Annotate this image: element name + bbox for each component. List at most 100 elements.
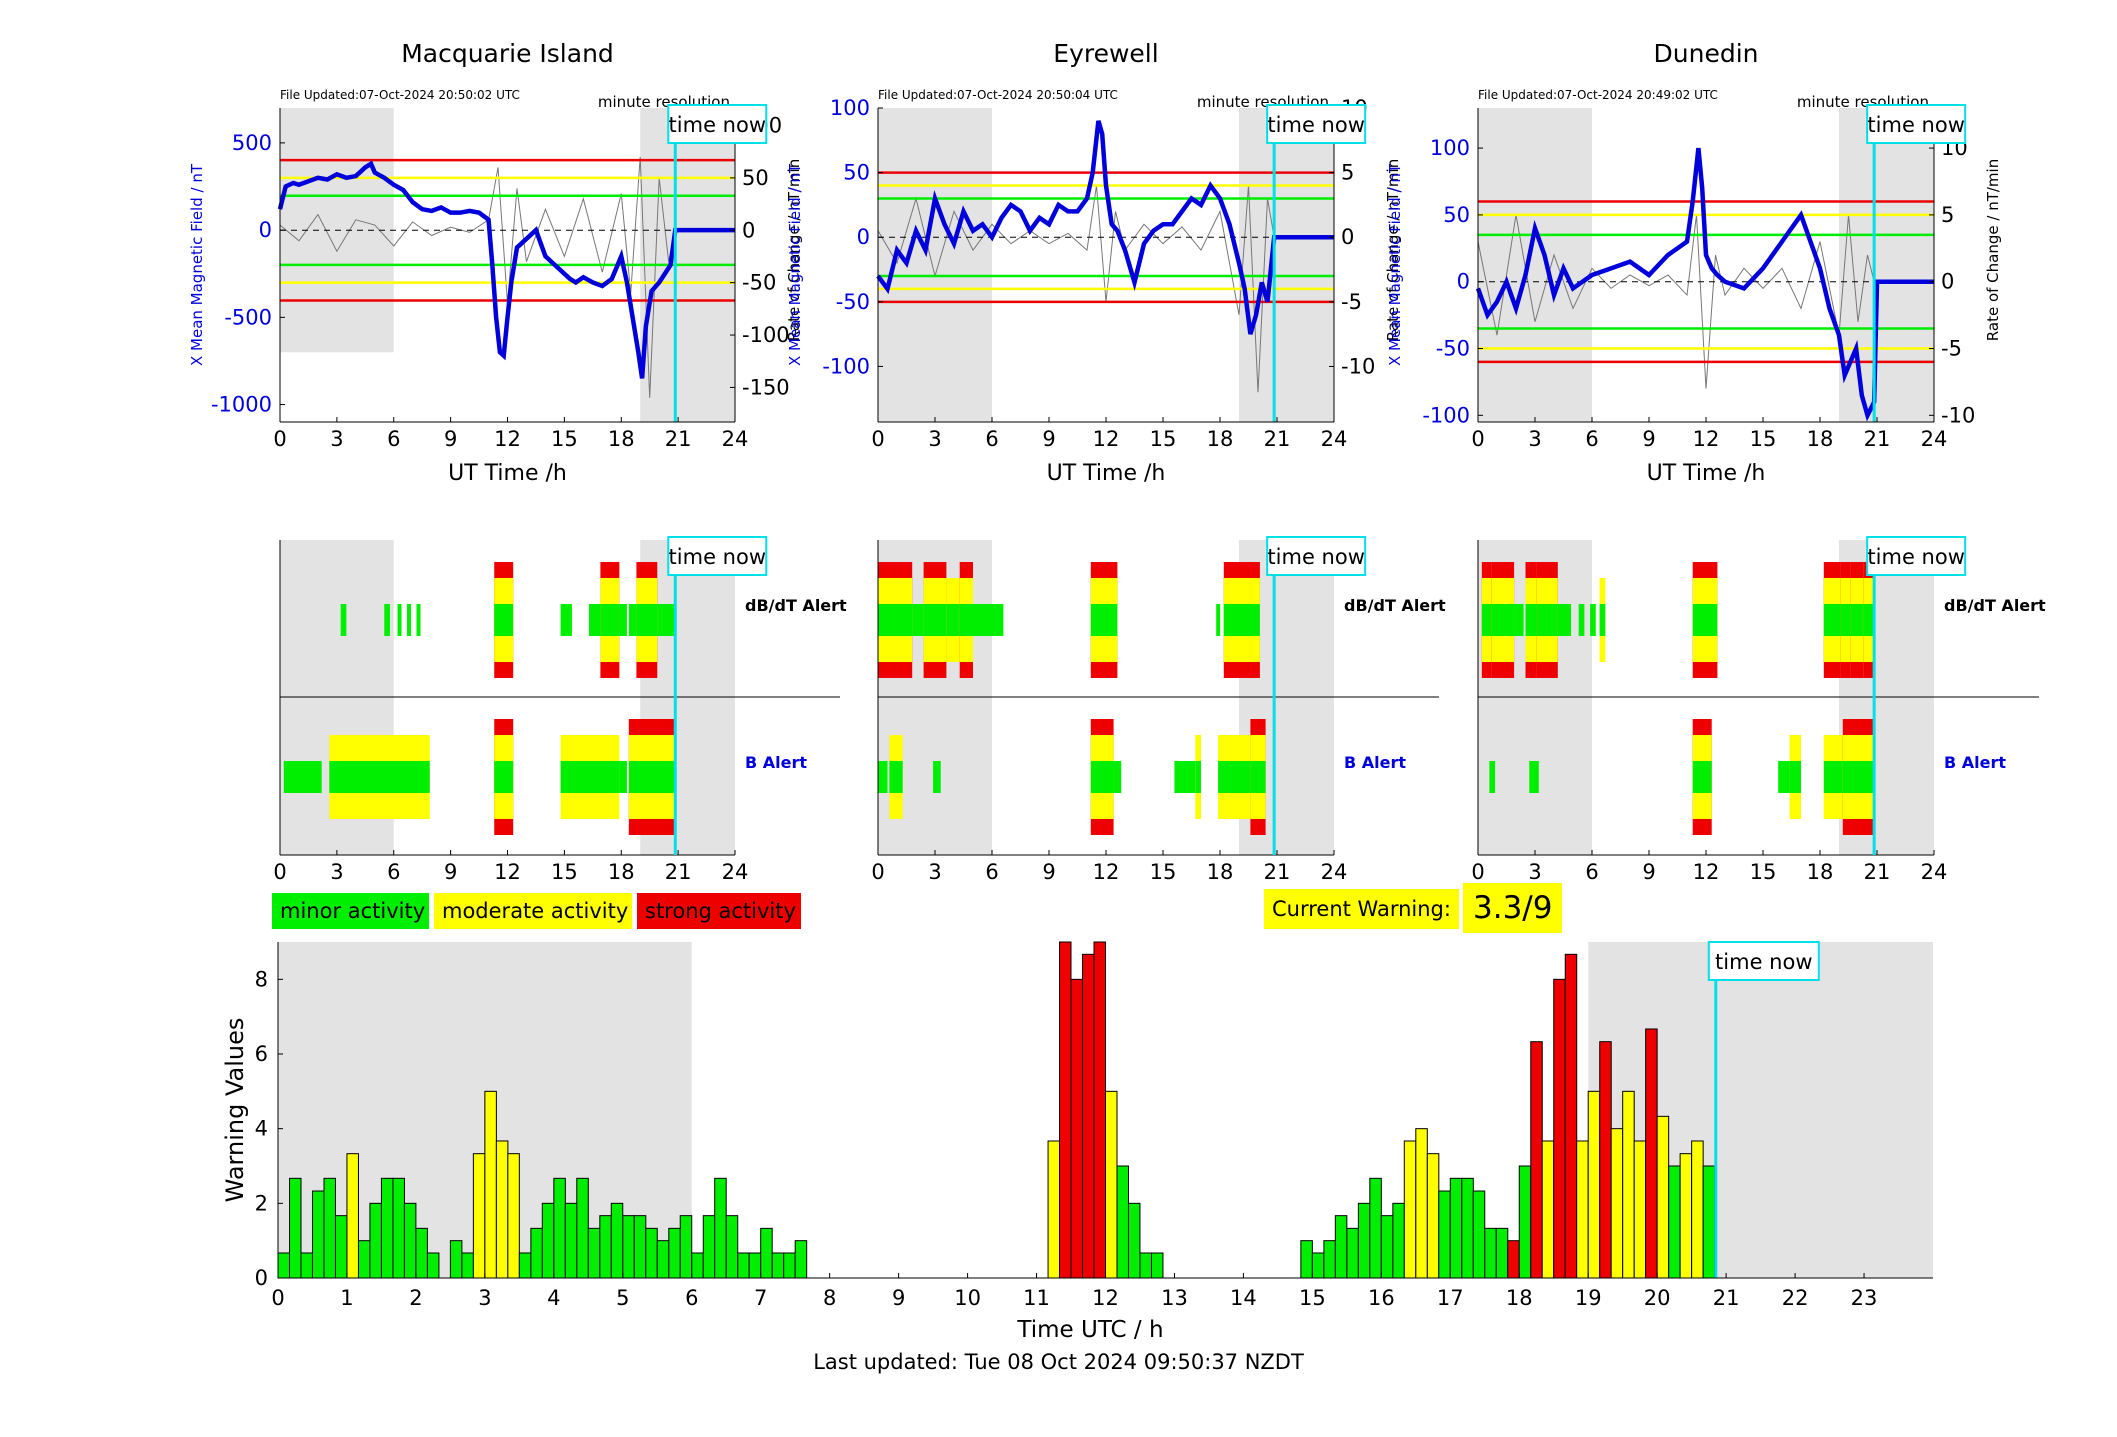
warning-bar (714, 1177, 727, 1279)
y-left-tick-label: 50 (843, 161, 870, 185)
warning-bar (622, 1215, 635, 1279)
x-tick-label: 0 (1471, 860, 1484, 884)
warning-bar (1380, 1215, 1394, 1279)
x-axis-label: UT Time /h (1047, 461, 1166, 486)
warning-bar (495, 1140, 509, 1279)
x-tick-label: 7 (754, 1286, 767, 1310)
y-axis-label: Warning Values (221, 1018, 249, 1203)
x-axis-label: Time UTC / h (1016, 1317, 1163, 1343)
warning-bar (760, 1227, 773, 1279)
b-minor-mark (329, 761, 430, 793)
y-right-tick-label: 0 (1341, 225, 1354, 249)
x-tick-label: 0 (271, 1286, 284, 1310)
warning-bar (1438, 1190, 1451, 1279)
x-tick-label: 12 (1693, 860, 1720, 884)
x-tick-label: 5 (616, 1286, 629, 1310)
x-tick-label: 24 (1321, 860, 1348, 884)
file-updated-text: File Updated:07-Oct-2024 20:50:02 UTC (280, 88, 520, 102)
x-tick-label: 12 (1093, 860, 1120, 884)
x-tick-label: 12 (1093, 427, 1120, 451)
warning-bar (691, 1252, 704, 1279)
x-tick-label: 18 (608, 427, 635, 451)
warning-bar (1564, 953, 1578, 1279)
warning-bar (656, 1240, 670, 1279)
y-left-tick-label: 100 (1430, 136, 1470, 160)
dbdt-minor-mark (657, 604, 675, 636)
warning-bar (794, 1240, 808, 1279)
night-shading (1839, 108, 1934, 422)
time-now-box (1266, 536, 1367, 576)
warning-bar (300, 1252, 313, 1279)
warning-bar (1070, 978, 1084, 1279)
x-tick-label: 0 (871, 860, 884, 884)
x-tick-label: 6 (387, 427, 400, 451)
x-tick-label: 10 (954, 1286, 981, 1310)
warning-bar (1139, 1252, 1152, 1279)
y-tick-label: 4 (255, 1117, 268, 1141)
dbdt-minor-mark (1823, 604, 1841, 636)
warning-bar (1334, 1215, 1348, 1279)
dbdt-minor-mark (1536, 604, 1558, 636)
warning-bar (679, 1215, 693, 1279)
x-tick-label: 15 (1750, 427, 1777, 451)
x-tick-label: 6 (685, 1286, 698, 1310)
time-now-box (1707, 941, 1820, 981)
warning-bar (426, 1252, 440, 1279)
field-series (277, 160, 735, 379)
dbdt-minor-mark (1090, 604, 1118, 636)
warning-bar (1622, 1090, 1635, 1279)
legend-moderate: moderate activity (434, 893, 632, 929)
x-tick-label: 15 (551, 860, 578, 884)
warning-bar (1059, 941, 1072, 1279)
warning-bar (1576, 1140, 1589, 1279)
warning-bar (1461, 1177, 1474, 1279)
y-right-tick-label: -100 (742, 323, 790, 347)
warning-bar (1541, 1140, 1555, 1279)
x-tick-label: 3 (928, 427, 941, 451)
x-tick-label: 12 (494, 427, 521, 451)
y-right-axis-label: Rate of Change / nT/min (1384, 159, 1402, 341)
dbdt-minor-mark (1863, 604, 1876, 636)
warning-bar (1472, 1190, 1486, 1279)
warning-bar (1587, 1090, 1601, 1279)
b-minor-mark (1529, 761, 1539, 793)
y-right-tick-label: -50 (742, 271, 776, 295)
dbdt-minor-mark (1525, 604, 1537, 636)
x-tick-label: 0 (273, 427, 286, 451)
y-left-tick-label: -1000 (211, 393, 272, 417)
field-series (1475, 147, 1934, 422)
x-tick-label: 1 (340, 1286, 353, 1310)
y-left-tick-label: -50 (1436, 337, 1470, 361)
warning-bar (610, 1202, 624, 1279)
y-left-tick-label: -50 (836, 290, 870, 314)
warning-bar (1116, 1165, 1130, 1279)
warning-bar (702, 1215, 716, 1279)
dbdt-minor-mark (912, 604, 924, 636)
warning-bar (369, 1202, 382, 1279)
x-axis-label: UT Time /h (1647, 461, 1766, 486)
time-now-label: time now (1867, 113, 1964, 137)
b-minor-mark (878, 761, 888, 793)
warning-bar (289, 1177, 302, 1279)
warning-bar (725, 1215, 739, 1279)
x-tick-label: 22 (1782, 1286, 1809, 1310)
x-tick-label: 9 (444, 427, 457, 451)
y-right-tick-label: -10 (1941, 403, 1975, 427)
x-tick-label: 13 (1161, 1286, 1188, 1310)
file-updated-text: File Updated:07-Oct-2024 20:50:04 UTC (878, 88, 1118, 102)
time-now-box (667, 536, 768, 576)
y-right-axis-label: Rate of Change / nT/min (1984, 159, 2002, 341)
warning-bar (507, 1153, 520, 1279)
x-tick-label: 15 (551, 427, 578, 451)
warning-bar (1150, 1252, 1164, 1279)
dbdt-minor-mark (1514, 604, 1524, 636)
warning-bar (1392, 1202, 1405, 1279)
y-left-tick-label: 100 (830, 96, 870, 120)
y-left-axis-label: X Mean Magnetic Field / nT (1386, 163, 1404, 366)
warning-bar (783, 1252, 796, 1279)
warning-bar (1668, 1165, 1681, 1279)
dbdt-minor-mark (1223, 604, 1260, 636)
station-title: Eyrewell (1053, 39, 1158, 68)
x-tick-label: 24 (722, 860, 749, 884)
y-left-tick-label: 0 (1457, 270, 1470, 294)
